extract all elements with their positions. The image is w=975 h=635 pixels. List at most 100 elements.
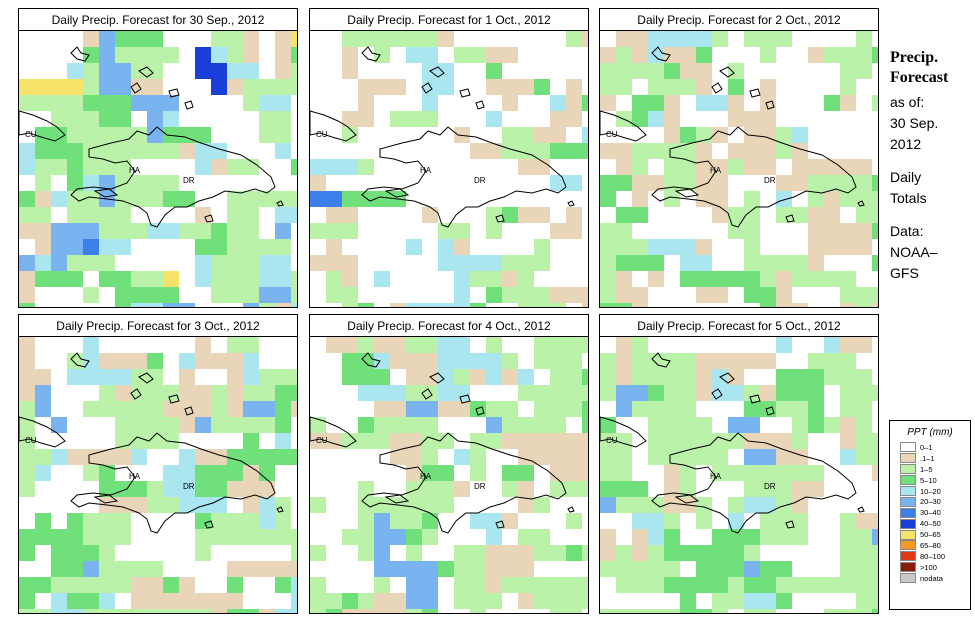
precip-cell (291, 47, 297, 63)
precip-cell (259, 79, 275, 95)
precip-cell (99, 577, 115, 593)
precip-cell (211, 31, 227, 47)
country-label-cu: CU (25, 130, 37, 139)
precip-cell (776, 255, 792, 271)
precip-cell (115, 353, 131, 369)
precip-cell (51, 449, 67, 465)
precip-cell (243, 433, 259, 449)
precip-cell (534, 401, 550, 417)
legend-row: 50–65 (900, 529, 970, 540)
precip-cell (291, 545, 297, 561)
precip-cell (438, 369, 454, 385)
precip-cell (147, 31, 163, 47)
precip-cell (275, 143, 291, 159)
precip-cell (35, 401, 51, 417)
precip-cell (275, 401, 291, 417)
precip-cell (808, 159, 824, 175)
precip-cell (744, 497, 760, 513)
precip-cell (115, 31, 131, 47)
island-coastline (749, 394, 761, 404)
country-label-dr: DR (474, 176, 486, 185)
precip-cell (648, 111, 664, 127)
precip-cell (486, 513, 502, 529)
precip-cell (776, 449, 792, 465)
precip-cell (291, 207, 297, 223)
precip-cell (840, 223, 856, 239)
precip-cell (616, 481, 632, 497)
precip-cell (438, 401, 454, 417)
precip-cell (243, 239, 259, 255)
country-label-dr: DR (764, 176, 776, 185)
forecast-panel: Daily Precip. Forecast for 30 Sep., 2012… (18, 8, 298, 308)
precip-cell (275, 385, 291, 401)
precip-cell (115, 191, 131, 207)
precip-cell (390, 79, 406, 95)
precip-cell (534, 545, 550, 561)
precip-cell (422, 303, 438, 307)
precip-cell (728, 79, 744, 95)
island-coastline (785, 520, 795, 529)
precip-cell (35, 95, 51, 111)
precip-cell (518, 369, 534, 385)
country-label-ha: HA (420, 166, 432, 175)
precip-cell (19, 159, 35, 175)
island-coastline (130, 82, 142, 94)
precip-cell (518, 417, 534, 433)
precip-cell (243, 369, 259, 385)
precip-cell (342, 47, 358, 63)
precip-cell (760, 255, 776, 271)
precip-map-svg: CU HA DR (310, 337, 588, 613)
legend-row: 20–30 (900, 496, 970, 507)
precip-cell (83, 353, 99, 369)
precip-cell (115, 513, 131, 529)
precip-cell (35, 529, 51, 545)
legend-label: 5–10 (920, 475, 937, 485)
precip-cell (67, 369, 83, 385)
precip-cell (872, 449, 878, 465)
precip-cell (406, 545, 422, 561)
precip-cell (163, 175, 179, 191)
precip-cell (744, 561, 760, 577)
precip-cell (310, 417, 326, 433)
precip-cell (502, 465, 518, 481)
precip-cell (648, 95, 664, 111)
precip-map: CU HA DR (309, 30, 589, 308)
precip-cell (326, 159, 342, 175)
precip-cell (856, 433, 872, 449)
precip-cell (856, 303, 872, 307)
precip-cell (83, 545, 99, 561)
precip-cell (390, 433, 406, 449)
precip-cell (163, 47, 179, 63)
precip-cell (696, 497, 712, 513)
precip-cell (808, 47, 824, 63)
precip-cell (83, 609, 99, 613)
precip-cell (422, 95, 438, 111)
island-coastline (204, 520, 214, 529)
precip-cell (776, 481, 792, 497)
precip-cell (840, 63, 856, 79)
precip-cell (51, 143, 67, 159)
island-coastline (765, 100, 775, 110)
precip-cell (19, 369, 35, 385)
precip-cell (550, 481, 566, 497)
precip-cell (454, 47, 470, 63)
precip-cell (664, 385, 680, 401)
precip-cell (632, 287, 648, 303)
island-coastline (719, 66, 735, 78)
precip-cell (776, 433, 792, 449)
precip-cell (211, 417, 227, 433)
precip-cell (342, 337, 358, 353)
precip-cell (99, 561, 115, 577)
precip-cell (664, 433, 680, 449)
precip-cell (486, 337, 502, 353)
precip-cell (518, 255, 534, 271)
precip-cell (664, 577, 680, 593)
precip-cell (67, 561, 83, 577)
precip-cell (259, 609, 275, 613)
precip-cell (696, 159, 712, 175)
precip-cell (744, 385, 760, 401)
precip-cell (243, 223, 259, 239)
precip-cell (502, 79, 518, 95)
precip-cell (83, 593, 99, 609)
precip-cell (19, 271, 35, 287)
